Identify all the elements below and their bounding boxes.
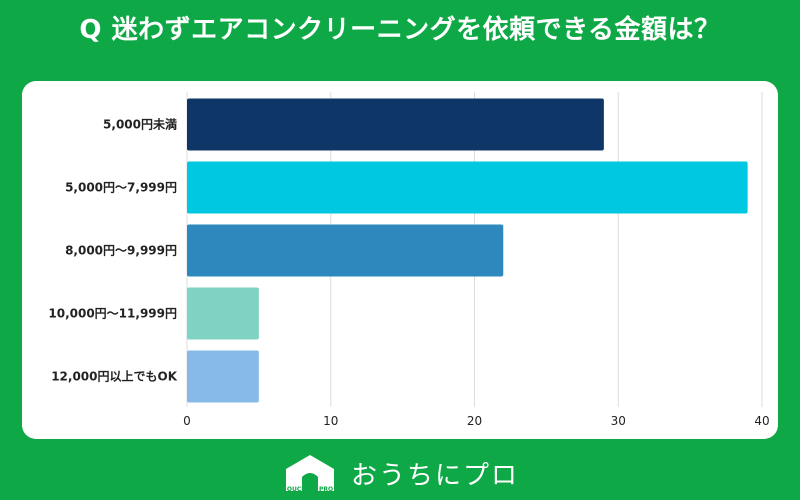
- chart-title: Q 迷わずエアコンクリーニングを依頼できる金額は？: [79, 15, 721, 45]
- category-label: 10,000円～11,999円: [48, 307, 177, 321]
- bar-chart: 0 10 20 30 40 5,000円未満 5,000円～7,999円 8,000円～9,9…: [48, 92, 770, 428]
- footer: OUCHI ni PRO おうちにプロ: [0, 446, 800, 500]
- bar: [187, 161, 748, 214]
- house-icon: [285, 455, 334, 491]
- logo: OUCHI ni PRO: [281, 451, 339, 495]
- category-label: 5,000円～7,999円: [65, 181, 177, 195]
- bar: [187, 98, 604, 151]
- x-tick-label: 30: [611, 414, 626, 428]
- x-tick-label: 40: [754, 414, 769, 428]
- x-tick-label: 0: [183, 414, 191, 428]
- brand-name: おうちにプロ: [350, 460, 519, 491]
- bar: [187, 287, 259, 340]
- category-label: 5,000円未満: [103, 117, 177, 132]
- x-tick-label: 10: [323, 414, 338, 428]
- bar: [187, 224, 504, 277]
- chart-card: 0 10 20 30 40 5,000円未満 5,000円～7,999円 8,000円～9,9…: [22, 81, 778, 439]
- x-tick-label: 20: [467, 414, 482, 428]
- category-label: 12,000円以上でもOK: [51, 369, 178, 384]
- bar: [187, 350, 259, 403]
- category-label: 8,000円～9,999円: [65, 244, 177, 258]
- logo-caption: OUCHI ni PRO: [286, 486, 334, 493]
